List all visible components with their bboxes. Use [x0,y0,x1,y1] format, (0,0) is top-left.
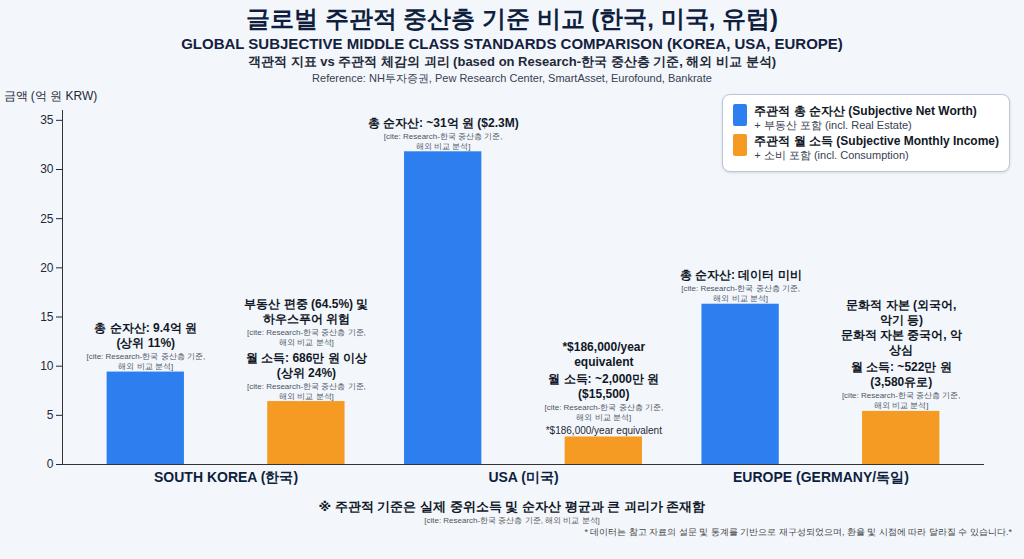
svg-text:[cite: Research-한국 중산층 기준,해외 비: [cite: Research-한국 중산층 기준,해외 비교 분석] [842,391,961,410]
svg-text:*$186,000/yearequivalent: *$186,000/yearequivalent [562,340,645,369]
html-text:[cite: Research-한국 중산층 기준, 해외: [cite: Research-한국 중산층 기준, 해외 비교 분석] [424,516,600,525]
svg-text:총 순자산: ~31억 원 ($2.3M): 총 순자산: ~31억 원 ($2.3M) [368,116,519,130]
html-text:+ 소비 포함 (incl. Consumption): + 소비 포함 (incl. Consumption) [754,149,909,161]
svg-text:15: 15 [40,310,54,324]
svg-text:[cite: Research-한국 중산층 기준,해외 비: [cite: Research-한국 중산층 기준,해외 비교 분석] [247,328,366,347]
html-text:* 데이터는 참고 자료의 설문 및 통계를 기반으로 재구: * 데이터는 참고 자료의 설문 및 통계를 기반으로 재구성되었으며, 환율 … [584,527,1012,537]
html-text:주관적 총 순자산 (Subjective Net Wort: 주관적 총 순자산 (Subjective Net Worth) [754,104,977,118]
svg-text:SOUTH KOREA (한국): SOUTH KOREA (한국) [154,469,298,485]
svg-text:금액 (억 원 KRW): 금액 (억 원 KRW) [4,89,98,103]
html-text:Reference: NH투자증권, Pew Researc: Reference: NH투자증권, Pew Research Center, … [312,72,712,84]
svg-text:30: 30 [40,162,54,176]
svg-text:35: 35 [40,113,54,127]
html-text:※ 주관적 기준은 실제 중위소득 및 순자산 평균과 큰: ※ 주관적 기준은 실제 중위소득 및 순자산 평균과 큰 괴리가 존재함 [318,499,706,514]
html-text:+ 부동산 포함 (incl. Real Estate): + 부동산 포함 (incl. Real Estate) [754,119,912,131]
html-text:GLOBAL SUBJECTIVE MIDDLE CLASS: GLOBAL SUBJECTIVE MIDDLE CLASS STANDARDS… [181,35,843,52]
svg-text:[cite: Research-한국 중산층 기준,해외 비: [cite: Research-한국 중산층 기준,해외 비교 분석] [681,284,800,303]
svg-text:월 소득: 686만 원 이상(상위 24%): 월 소득: 686만 원 이상(상위 24%) [246,351,367,380]
svg-text:총 순자산: 9.4억 원(상위 11%): 총 순자산: 9.4억 원(상위 11%) [94,321,197,350]
svg-text:문화적 자본 (외국어,악기 등)문화적 자본 중국어, 악: 문화적 자본 (외국어,악기 등)문화적 자본 중국어, 악상심 [841,298,962,357]
svg-text:월 소득: ~522만 원(3,580유로): 월 소득: ~522만 원(3,580유로) [851,360,952,389]
svg-text:5: 5 [47,408,54,422]
svg-text:10: 10 [40,359,54,373]
svg-text:20: 20 [40,261,54,275]
svg-text:EUROPE (GERMANY/독일): EUROPE (GERMANY/독일) [733,469,909,485]
svg-text:[cite: Research-한국 중산층 기준,해외 비: [cite: Research-한국 중산층 기준,해외 비교 분석] [86,352,205,371]
svg-text:[cite: Research-한국 중산층 기준,해외 비: [cite: Research-한국 중산층 기준,해외 비교 분석] [247,382,366,401]
svg-text:25: 25 [40,212,54,226]
html-text:객관적 지표 vs 주관적 체감의 괴리 (based on: 객관적 지표 vs 주관적 체감의 괴리 (based on Research-… [248,54,776,69]
html-text:주관적 월 소득 (Subjective Monthly I: 주관적 월 소득 (Subjective Monthly Income) [754,134,999,148]
svg-text:총 순자산: 데이터 미비: 총 순자산: 데이터 미비 [680,268,802,282]
svg-text:부동산 편중 (64.5%) 및하우스푸어 위험: 부동산 편중 (64.5%) 및하우스푸어 위험 [244,297,368,326]
svg-text:[cite: Research-한국 중산층 기준,해외 비: [cite: Research-한국 중산층 기준,해외 비교 분석] [544,403,663,422]
svg-text:[cite: Research-한국 중산층 기준,해외 비: [cite: Research-한국 중산층 기준,해외 비교 분석] [384,132,503,151]
svg-text:월 소득: ~2,000만 원($15,500): 월 소득: ~2,000만 원($15,500) [548,372,659,401]
html-text:글로벌 주관적 중산층 기준 비교 (한국, 미국, 유럽): 글로벌 주관적 중산층 기준 비교 (한국, 미국, 유럽) [246,5,778,32]
svg-text:0: 0 [47,457,54,471]
svg-text:*$186,000/year equivalent: *$186,000/year equivalent [546,425,662,436]
svg-text:USA (미국): USA (미국) [488,469,558,485]
